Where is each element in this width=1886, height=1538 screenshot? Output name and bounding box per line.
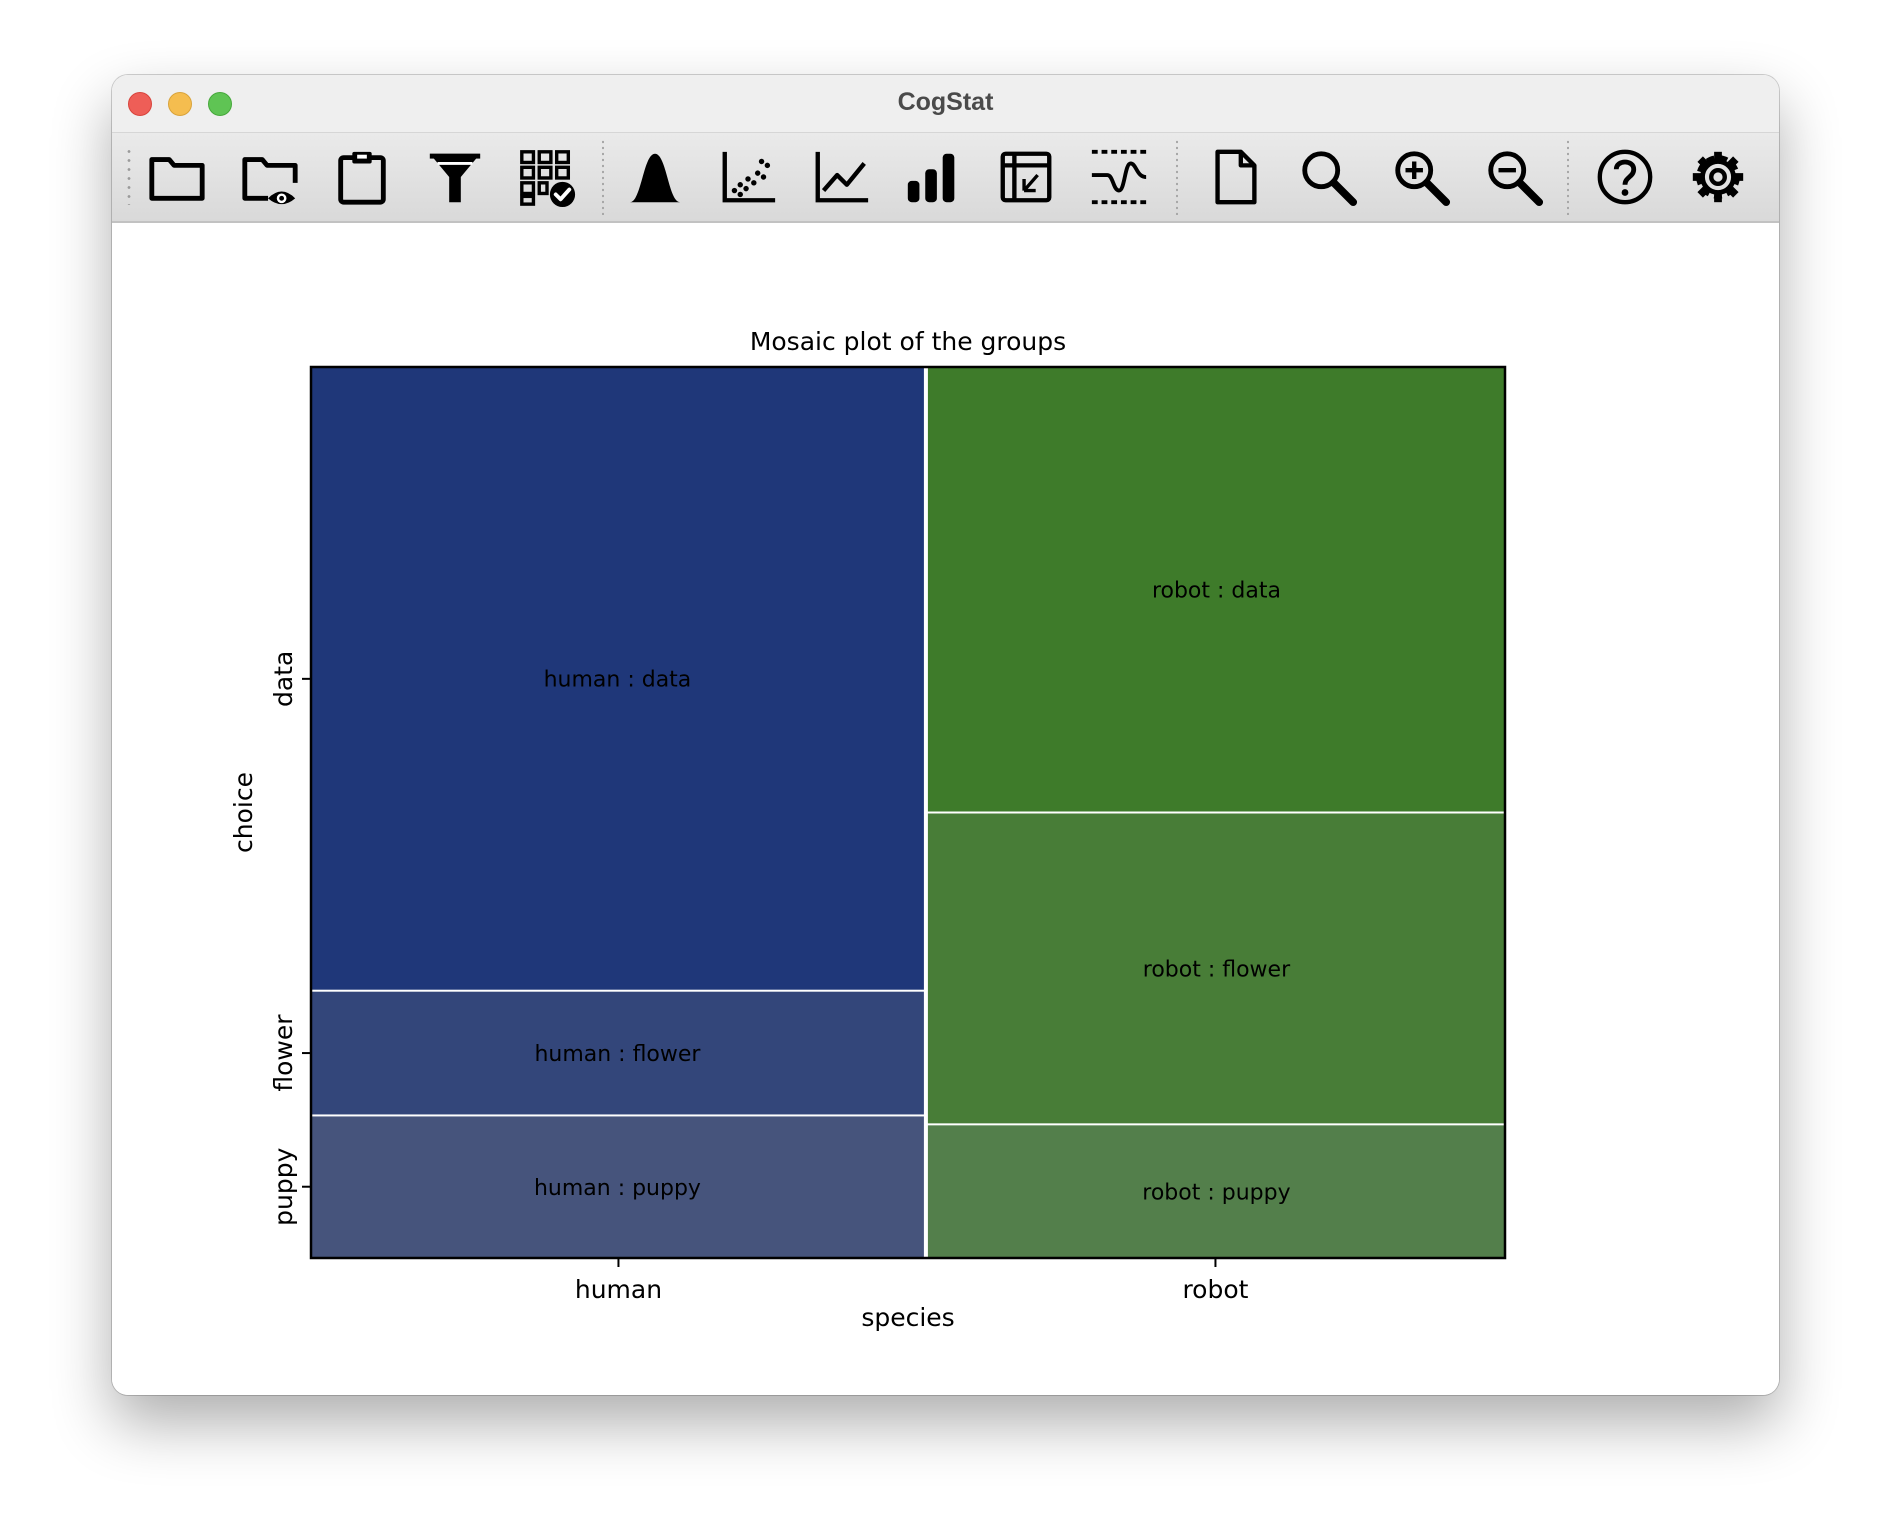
- new-results-button[interactable]: [1202, 145, 1268, 209]
- data-display-icon: [520, 150, 576, 208]
- y-axis-label: choice: [229, 772, 258, 853]
- compare-repeated-button[interactable]: [808, 145, 874, 209]
- scatterplot-icon: [722, 151, 776, 203]
- window-title: CogStat: [897, 88, 994, 116]
- toolbar-separator: [1176, 139, 1178, 215]
- cell-label-robot-puppy: robot : puppy: [1142, 1181, 1290, 1206]
- results-pane[interactable]: Mosaic plot of the groups human : puppy h…: [112, 223, 1779, 1395]
- explore-variable-button[interactable]: [622, 145, 688, 209]
- zoom-in-icon: [1395, 151, 1451, 207]
- mosaic-cell-human-flower: [311, 991, 924, 1115]
- open-data-icon: [149, 157, 205, 201]
- minimize-window-button[interactable]: [168, 92, 192, 116]
- filter-button[interactable]: [422, 145, 488, 209]
- cell-label-human-flower: human : flower: [534, 1042, 701, 1067]
- toolbar-separator: [1567, 139, 1569, 215]
- mosaic-cell-robot-flower: [927, 813, 1505, 1124]
- cell-label-human-data: human : data: [544, 667, 692, 692]
- behavioral-data-icon: [1091, 149, 1147, 205]
- zoom-out-icon: [1488, 151, 1544, 207]
- help-icon: [1597, 149, 1653, 205]
- behavioral-data-button[interactable]: [1086, 145, 1152, 209]
- compare-groups-button[interactable]: [900, 145, 966, 209]
- open-demo-data-button[interactable]: [237, 145, 303, 209]
- distribution-icon: [629, 153, 681, 203]
- bar-chart-icon: [907, 153, 955, 203]
- y-tick-label-puppy: puppy: [269, 1147, 298, 1225]
- mosaic-cell-human-data: [311, 367, 924, 990]
- new-results-icon: [1215, 149, 1257, 205]
- mosaic-cells: human : puppy human : flower human : data r…: [311, 367, 1505, 1258]
- close-window-button[interactable]: [128, 92, 152, 116]
- find-button[interactable]: [1295, 145, 1361, 209]
- open-data-button[interactable]: [144, 145, 210, 209]
- mosaic-cell-robot-puppy: [927, 1125, 1505, 1258]
- app-window: CogStat: [112, 75, 1779, 1395]
- cell-label-robot-data: robot : data: [1152, 578, 1281, 603]
- y-tick-label-data: data: [269, 651, 298, 707]
- cell-label-human-puppy: human : puppy: [534, 1176, 701, 1201]
- y-tick-label-flower: flower: [269, 1014, 298, 1092]
- x-tick-label-robot: robot: [1182, 1275, 1248, 1304]
- mosaic-cell-human-puppy: [311, 1116, 924, 1258]
- mosaic-cell-robot-data: [927, 367, 1505, 812]
- help-button[interactable]: [1592, 145, 1658, 209]
- chart-title: Mosaic plot of the groups: [750, 327, 1066, 356]
- preferences-icon: [1692, 151, 1744, 203]
- toolbar-grip[interactable]: [127, 147, 131, 205]
- plot-frame: [309, 365, 1507, 1260]
- mosaic-chart: Mosaic plot of the groups human : puppyh…: [229, 327, 1507, 1332]
- y-axis: puppy flower data: [269, 651, 311, 1226]
- toolbar-separator: [602, 139, 604, 215]
- title-bar: CogStat: [112, 75, 1779, 133]
- filter-icon: [429, 153, 481, 203]
- pivot-table-button[interactable]: [993, 145, 1059, 209]
- paste-data-icon: [338, 151, 386, 205]
- open-demo-data-icon: [242, 157, 298, 205]
- pivot-table-icon: [1000, 151, 1052, 203]
- x-axis-label: species: [861, 1303, 954, 1332]
- find-icon: [1302, 151, 1358, 207]
- data-display-button[interactable]: [514, 145, 580, 209]
- x-tick-label-human: human: [575, 1275, 662, 1304]
- preferences-button[interactable]: [1685, 145, 1751, 209]
- zoom-out-button[interactable]: [1481, 145, 1547, 209]
- x-axis: human robot: [575, 1258, 1249, 1304]
- line-chart-icon: [815, 151, 869, 203]
- zoom-in-button[interactable]: [1388, 145, 1454, 209]
- toolbar: [112, 133, 1779, 223]
- explore-relation-button[interactable]: [715, 145, 781, 209]
- maximize-window-button[interactable]: [208, 92, 232, 116]
- paste-data-button[interactable]: [329, 145, 395, 209]
- cell-label-robot-flower: robot : flower: [1143, 957, 1291, 982]
